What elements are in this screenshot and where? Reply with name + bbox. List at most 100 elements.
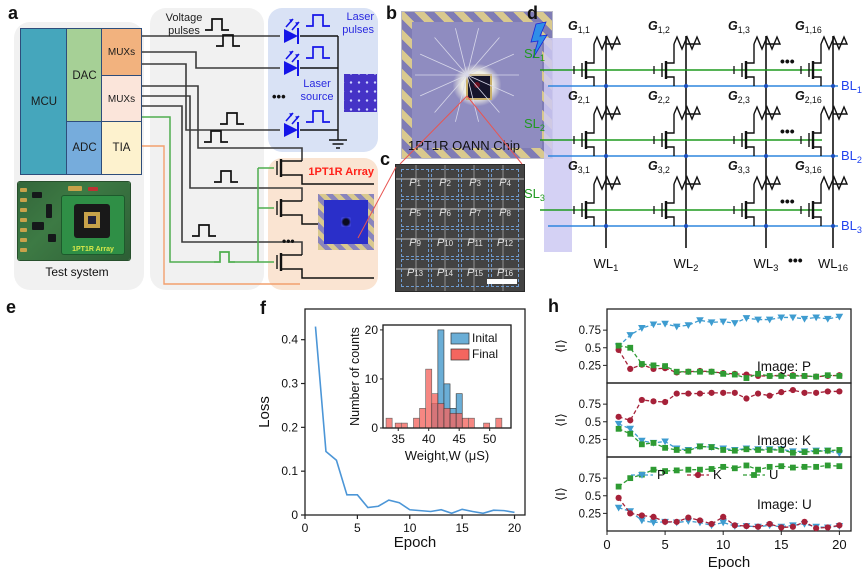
laser-pulses-label: Laser pulses bbox=[342, 11, 374, 36]
svg-text:15: 15 bbox=[774, 537, 788, 552]
panel-a: a ••• ••• MCU DAC MUXs MUXs ADC TIA Volta… bbox=[0, 0, 460, 295]
memristor-cell bbox=[653, 175, 702, 226]
svg-text:10: 10 bbox=[365, 372, 379, 386]
svg-text:Number of counts: Number of counts bbox=[348, 327, 362, 426]
memristor-cell bbox=[733, 105, 782, 156]
panel-a-wiring: ••• ••• bbox=[140, 14, 374, 285]
transistor-icon bbox=[276, 253, 374, 279]
hist-legend: Inital Final bbox=[450, 331, 498, 361]
svg-text:SL3: SL3 bbox=[524, 186, 545, 203]
block-muxs-bottom: MUXs bbox=[101, 75, 142, 123]
panel-e-label: e bbox=[6, 297, 17, 317]
loss-curve bbox=[314, 326, 515, 515]
svg-text:Final: Final bbox=[472, 347, 498, 361]
svg-text:40: 40 bbox=[422, 432, 436, 446]
daughter-board: 1PT1R Array bbox=[62, 196, 124, 254]
svg-text:•••: ••• bbox=[272, 89, 286, 104]
svg-text:0.75: 0.75 bbox=[579, 473, 601, 485]
svg-text:20: 20 bbox=[508, 521, 522, 535]
svg-text:0.25: 0.25 bbox=[579, 360, 601, 372]
svg-text:K: K bbox=[713, 467, 722, 482]
laser-bolt-icon bbox=[530, 21, 548, 59]
svg-text:50: 50 bbox=[483, 432, 497, 446]
svg-text:Inital: Inital bbox=[472, 331, 497, 345]
svg-text:•••: ••• bbox=[780, 53, 795, 69]
svg-text:G2,16: G2,16 bbox=[795, 89, 822, 105]
svg-text:Image: P: Image: P bbox=[757, 359, 811, 374]
svg-text:⟨I⟩: ⟨I⟩ bbox=[553, 339, 568, 353]
memristor-cell bbox=[653, 105, 702, 156]
svg-text:0: 0 bbox=[371, 421, 378, 435]
svg-text:20: 20 bbox=[832, 537, 846, 552]
svg-text:G2,1: G2,1 bbox=[568, 89, 590, 105]
memristor-cell bbox=[733, 35, 782, 86]
laser-diode-icon bbox=[284, 18, 300, 44]
svg-text:G3,2: G3,2 bbox=[648, 159, 670, 175]
loss-chart: 0 0.1 0.2 0.3 0.4 0 5 10 15 20 Loss Epoch 35 40 45 50 0 1… bbox=[256, 308, 526, 551]
svg-text:WL1: WL1 bbox=[594, 256, 619, 274]
svg-text:SL1: SL1 bbox=[524, 46, 545, 63]
panel-f-label: f bbox=[260, 298, 266, 318]
svg-text:SL2: SL2 bbox=[524, 116, 545, 133]
memristor-cell bbox=[573, 105, 622, 156]
svg-text:0: 0 bbox=[302, 521, 309, 535]
memristor-cell bbox=[573, 175, 622, 226]
svg-text:Image: K: Image: K bbox=[757, 433, 811, 448]
svg-text:5: 5 bbox=[354, 521, 361, 535]
svg-text:Epoch: Epoch bbox=[708, 554, 751, 569]
chip-die bbox=[466, 74, 492, 100]
svg-text:0.75: 0.75 bbox=[579, 325, 601, 337]
svg-text:BL3: BL3 bbox=[841, 218, 862, 235]
chip-photo-caption: 1PT1R OANN Chip bbox=[408, 138, 520, 153]
svg-text:Image: U: Image: U bbox=[757, 497, 812, 512]
svg-text:0: 0 bbox=[603, 537, 610, 552]
series-U-subplot-1 bbox=[615, 425, 843, 456]
memristor-cell bbox=[733, 175, 782, 226]
memristor-cell bbox=[800, 105, 849, 156]
svg-text:35: 35 bbox=[392, 432, 406, 446]
array-cell-label: P 10 bbox=[431, 229, 459, 257]
svg-text:0.5: 0.5 bbox=[585, 343, 601, 355]
panel-h-label: h bbox=[548, 296, 559, 316]
block-adc: ADC bbox=[66, 121, 103, 175]
svg-text:⟨I⟩: ⟨I⟩ bbox=[553, 487, 568, 501]
memristor-cell bbox=[653, 35, 702, 86]
svg-text:0.3: 0.3 bbox=[281, 377, 298, 391]
array-cell-label: P 15 bbox=[461, 259, 489, 287]
array-cell-label: P 14 bbox=[431, 259, 459, 287]
panel-a-label: a bbox=[8, 3, 19, 23]
svg-text:WL16: WL16 bbox=[818, 256, 848, 274]
svg-text:Loss: Loss bbox=[256, 396, 273, 428]
svg-text:•••: ••• bbox=[780, 123, 795, 139]
svg-text:•••: ••• bbox=[282, 234, 295, 248]
svg-text:Epoch: Epoch bbox=[394, 534, 437, 551]
svg-text:20: 20 bbox=[365, 323, 379, 337]
svg-text:G3,3: G3,3 bbox=[728, 159, 750, 175]
svg-text:0.4: 0.4 bbox=[281, 333, 298, 347]
svg-text:⟨I⟩: ⟨I⟩ bbox=[553, 413, 568, 427]
array-cell-label: P 11 bbox=[461, 229, 489, 257]
test-system-photo: 1PT1R Array bbox=[18, 182, 130, 260]
voltage-pulse-box bbox=[150, 8, 264, 290]
svg-text:Weight,W (μS): Weight,W (μS) bbox=[405, 448, 490, 463]
memristor-cell bbox=[573, 35, 622, 86]
panel-e: e bbox=[0, 295, 255, 569]
svg-text:G1,1: G1,1 bbox=[568, 19, 590, 35]
pcb-chip-label: 1PT1R Array bbox=[72, 246, 114, 253]
test-system-caption: Test system bbox=[45, 265, 109, 279]
block-tia: TIA bbox=[101, 121, 142, 175]
series-U-subplot-2 bbox=[615, 462, 843, 490]
svg-text:0.5: 0.5 bbox=[585, 491, 601, 503]
svg-text:0.2: 0.2 bbox=[281, 420, 298, 434]
chip-socket bbox=[74, 204, 110, 238]
series-P-subplot-0 bbox=[614, 313, 844, 351]
block-dac: DAC bbox=[66, 28, 103, 123]
svg-text:•••: ••• bbox=[788, 252, 803, 268]
